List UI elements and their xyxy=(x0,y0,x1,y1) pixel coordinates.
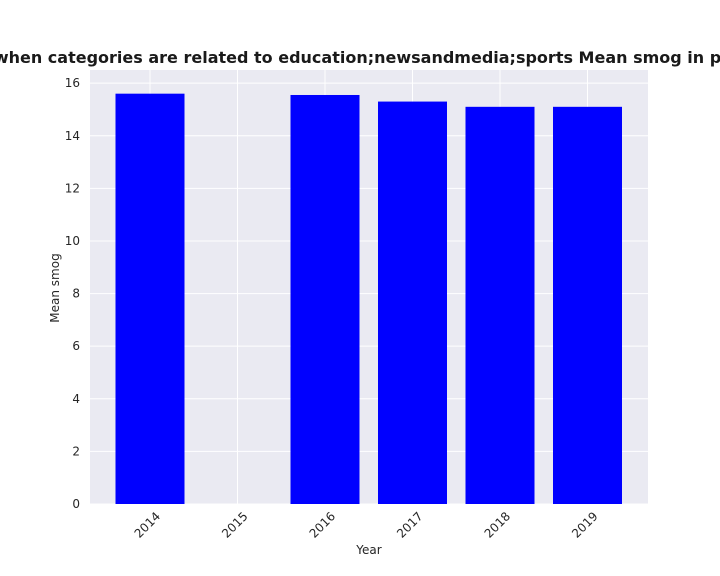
y-tick-label: 4 xyxy=(72,392,80,406)
bar-2014 xyxy=(115,93,185,504)
y-tick-label: 14 xyxy=(65,129,80,143)
x-axis-label: Year xyxy=(355,543,381,557)
y-tick-label: 16 xyxy=(65,76,80,90)
bar-2019 xyxy=(553,106,622,504)
y-tick-label: 0 xyxy=(72,497,80,511)
y-tick-label: 6 xyxy=(72,339,80,353)
chart-title: Percentage of apps when categories are r… xyxy=(0,48,720,67)
y-tick-label: 10 xyxy=(65,234,80,248)
x-tick-label: 2019 xyxy=(569,509,600,540)
bar-2018 xyxy=(465,106,535,504)
x-tick-label: 2018 xyxy=(482,509,513,540)
x-axis-ticks: 2014 2015 2016 2017 2018 2019 xyxy=(132,509,601,540)
y-tick-label: 12 xyxy=(65,181,80,195)
bar-2016 xyxy=(290,94,360,504)
x-tick-label: 2015 xyxy=(219,509,250,540)
y-axis-ticks: 0 2 4 6 8 10 12 14 16 xyxy=(65,76,80,511)
bars xyxy=(115,93,622,505)
y-axis-label: Mean smog xyxy=(48,253,62,322)
x-tick-label: 2016 xyxy=(307,509,338,540)
x-tick-label: 2017 xyxy=(394,509,425,540)
x-tick-label: 2014 xyxy=(132,509,163,540)
y-tick-label: 8 xyxy=(72,287,80,301)
bar-2017 xyxy=(378,101,447,505)
y-tick-label: 2 xyxy=(72,444,80,458)
